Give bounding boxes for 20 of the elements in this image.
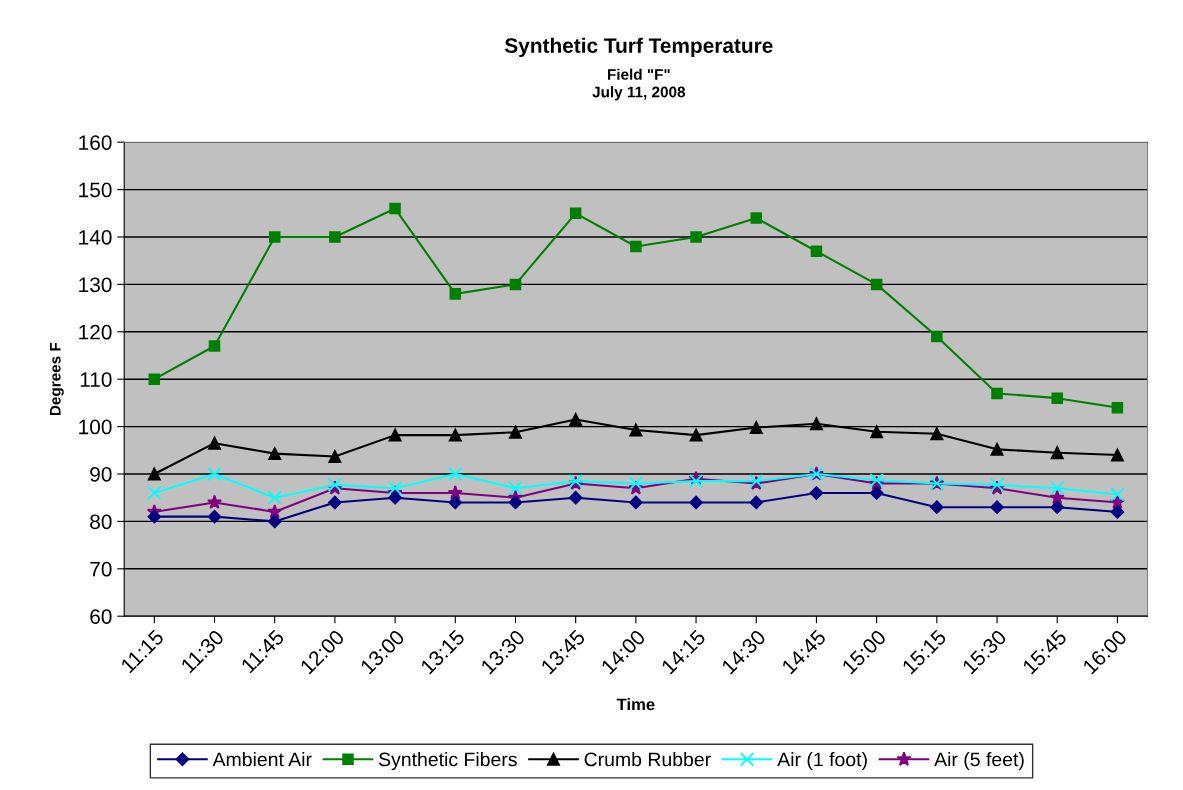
- y-tick-label: 160: [79, 135, 112, 150]
- legend-label: Crumb Rubber: [584, 752, 711, 767]
- legend-label: Air (5 feet): [934, 752, 1024, 771]
- x-axis-title: Time: [616, 698, 655, 711]
- legend-label: Air (1 foot): [777, 752, 867, 771]
- chart-title: Synthetic Turf Temperature: [504, 37, 773, 58]
- y-axis-title: Degrees F: [50, 342, 64, 416]
- y-tick-label: 150: [79, 182, 112, 198]
- y-tick-label: 90: [90, 467, 112, 482]
- y-tick-label: 60: [90, 609, 112, 624]
- legend-label: Synthetic Fibers: [378, 752, 517, 771]
- legend-label: Ambient Air: [212, 752, 312, 767]
- y-tick-label: 70: [90, 561, 112, 577]
- y-tick-label: 80: [90, 514, 112, 530]
- y-tick-label: 140: [79, 230, 112, 245]
- y-tick-label: 100: [79, 419, 112, 435]
- y-tick-label: 130: [79, 277, 112, 293]
- chart-subtitle: Field "F" July 11, 2008: [592, 68, 686, 101]
- y-tick-label: 120: [79, 324, 112, 340]
- y-tick-label: 110: [80, 372, 112, 387]
